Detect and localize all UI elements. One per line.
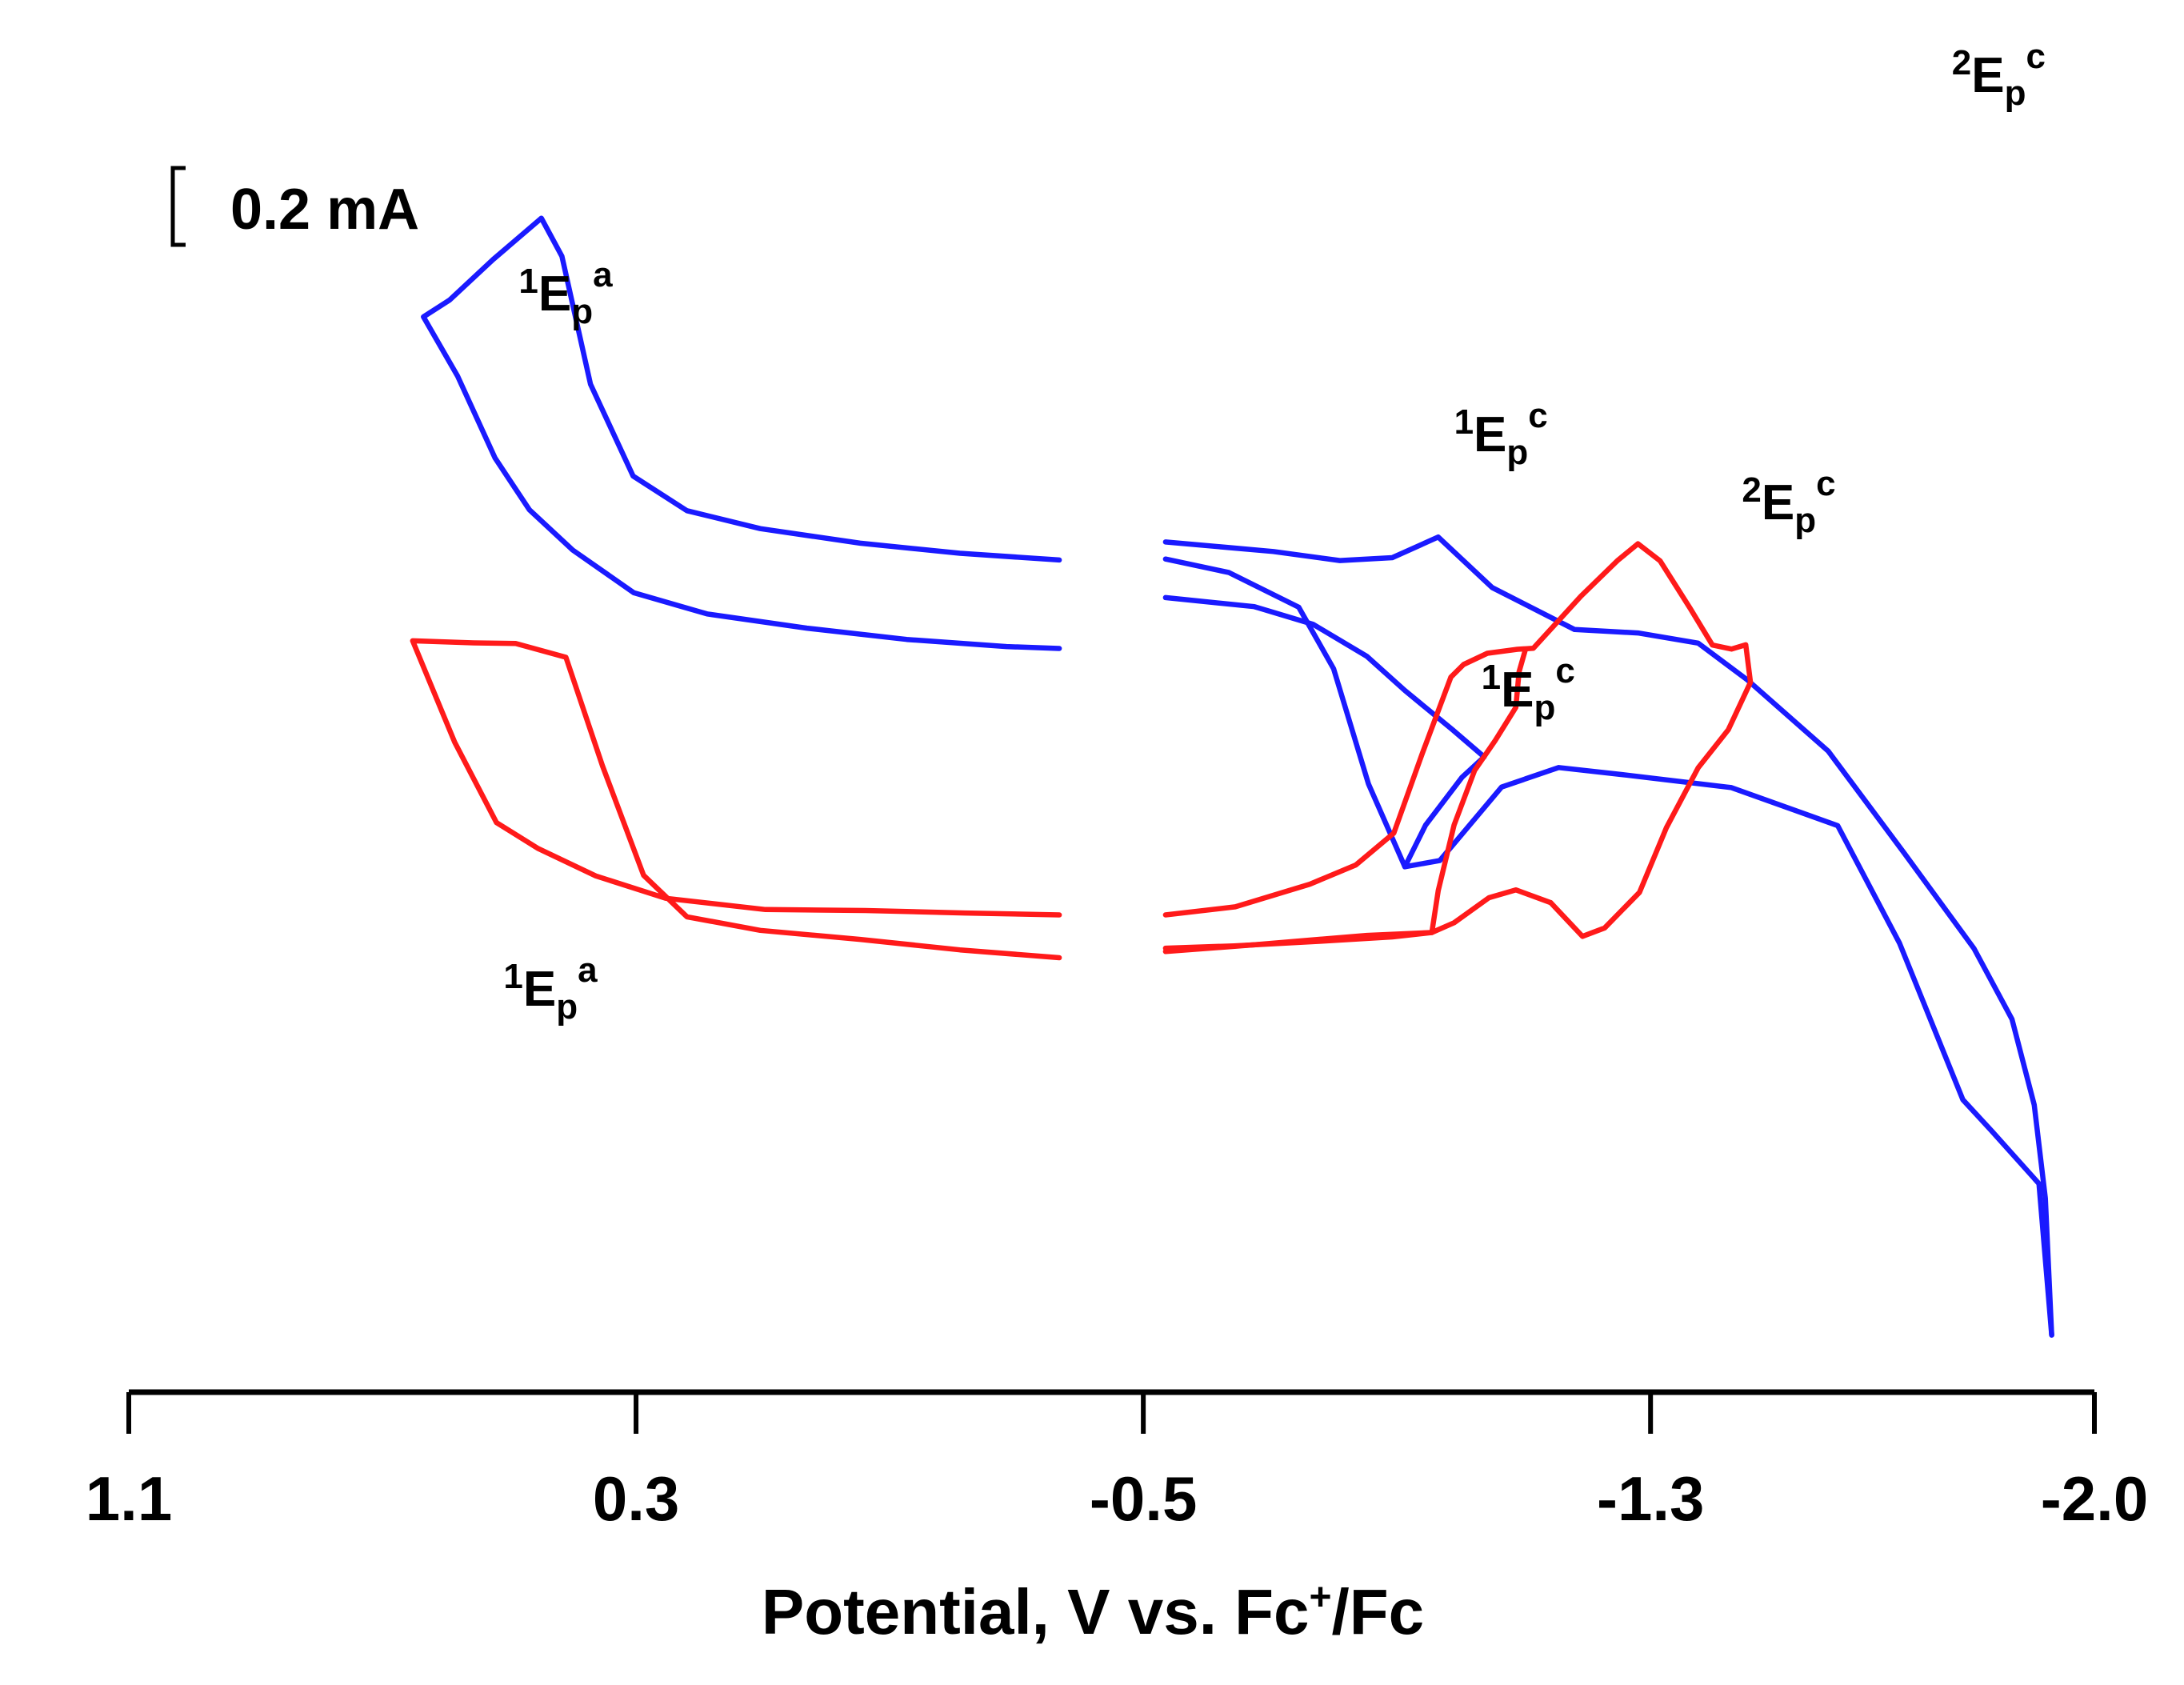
x-axis-title: Potential, V vs. Fc+/Fc xyxy=(762,1576,1424,1647)
x-tick-label: 1.1 xyxy=(86,1463,172,1534)
x-tick-label: -0.5 xyxy=(1090,1463,1197,1534)
peak-label-red-2Epc: 2Epc xyxy=(1742,464,1835,540)
cv-curve-segment xyxy=(1162,887,1554,955)
x-tick-label: -2.0 xyxy=(2041,1463,2148,1534)
peak-label-blue-1Epc: 1Epc xyxy=(1454,396,1548,472)
scale-bar: 0.2 mA xyxy=(170,166,419,247)
peak-labels: 1Epa 1Epc 2Epc 1Epa 1Epc 2Epc xyxy=(503,37,2046,1027)
cv-curve-segment xyxy=(1162,556,2054,1338)
x-tick-label: 0.3 xyxy=(593,1463,679,1534)
x-tick-label: -1.3 xyxy=(1597,1463,1704,1534)
peak-label-blue-1Epa: 1Epa xyxy=(518,255,613,331)
x-axis: 1.1 0.3 -0.5 -1.3 -2.0 xyxy=(86,1389,2148,1534)
cv-curve-segment xyxy=(421,215,1062,651)
scale-bracket xyxy=(170,166,186,247)
cv-curve-segment xyxy=(1162,646,1528,951)
series-blue xyxy=(421,215,2054,1338)
cv-curve-segment xyxy=(1162,541,1754,939)
peak-label-red-1Epc: 1Epc xyxy=(1482,651,1575,727)
cv-curve-segment xyxy=(1162,534,2054,1338)
scale-bar-label: 0.2 mA xyxy=(230,178,419,242)
peak-label-red-1Epa: 1Epa xyxy=(503,951,598,1027)
cv-curve-segment xyxy=(1162,594,1487,870)
peak-label-blue-2Epc: 2Epc xyxy=(1952,37,2046,113)
plot-area xyxy=(410,215,2054,1338)
cv-curve-segment xyxy=(410,638,1062,961)
series-red xyxy=(410,541,1754,961)
